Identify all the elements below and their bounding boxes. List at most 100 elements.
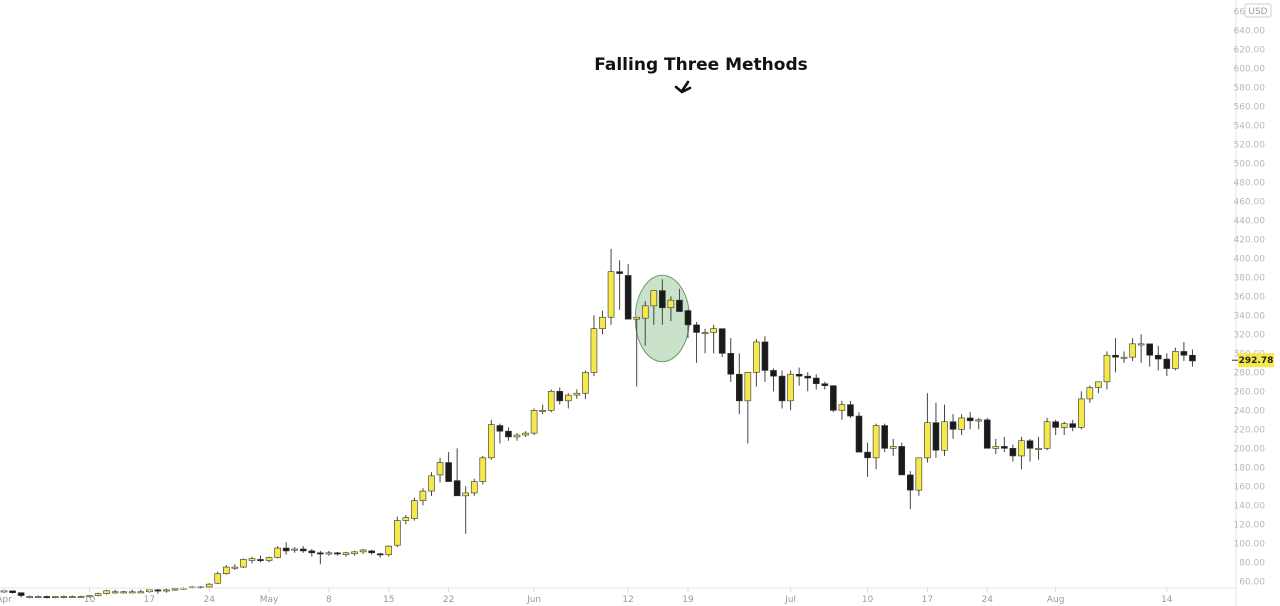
y-tick-label: 440.00 bbox=[1234, 216, 1266, 226]
candle-body bbox=[744, 372, 752, 402]
x-tick-label: Jun bbox=[526, 595, 541, 605]
y-tick-label: 560.00 bbox=[1234, 102, 1266, 112]
candle-body bbox=[624, 275, 632, 320]
last-price-tag: 292.78 bbox=[1232, 353, 1274, 368]
y-tick-label: 580.00 bbox=[1234, 83, 1266, 93]
candle-body bbox=[103, 590, 110, 594]
candle-body bbox=[154, 589, 162, 592]
candle-body bbox=[376, 553, 384, 556]
y-tick-label: 540.00 bbox=[1234, 121, 1266, 131]
candle-body bbox=[770, 370, 777, 377]
candle bbox=[411, 497, 418, 521]
candle bbox=[69, 595, 76, 599]
candle-body bbox=[889, 446, 897, 449]
candle bbox=[1060, 421, 1068, 436]
candle-body bbox=[43, 596, 51, 599]
candle bbox=[282, 542, 290, 555]
candle-body bbox=[505, 430, 512, 438]
x-tick-label: Jul bbox=[784, 595, 796, 605]
y-tick-label: 180.00 bbox=[1234, 463, 1266, 473]
candle bbox=[496, 423, 504, 444]
candle bbox=[847, 400, 854, 418]
candle-body bbox=[359, 549, 367, 553]
candle-body bbox=[411, 500, 418, 519]
candle-body bbox=[351, 551, 358, 555]
candle bbox=[317, 550, 324, 565]
y-tick-label: 100.00 bbox=[1234, 539, 1266, 549]
candle-body bbox=[932, 422, 940, 451]
candle bbox=[787, 370, 794, 411]
candle-body bbox=[958, 417, 965, 430]
candle bbox=[43, 595, 51, 599]
candle bbox=[795, 367, 803, 386]
candle-body bbox=[1154, 354, 1162, 360]
candle-body bbox=[265, 557, 273, 561]
candle bbox=[898, 442, 906, 476]
candle bbox=[616, 260, 623, 310]
candle-body bbox=[753, 341, 760, 373]
candle bbox=[778, 370, 786, 409]
candle-body bbox=[317, 552, 324, 555]
candle-body bbox=[1078, 398, 1085, 428]
candle bbox=[710, 324, 717, 354]
candle-body bbox=[906, 474, 914, 491]
candle bbox=[812, 374, 820, 390]
candle bbox=[402, 514, 410, 525]
candle-body bbox=[1026, 440, 1034, 449]
candle-body bbox=[727, 353, 735, 375]
candle-body bbox=[830, 385, 837, 411]
x-tick-label: Aug bbox=[1047, 595, 1065, 605]
candle-body bbox=[17, 592, 25, 596]
candle-body bbox=[393, 520, 401, 546]
candle bbox=[727, 338, 735, 382]
y-tick-label: 380.00 bbox=[1234, 273, 1266, 283]
candle bbox=[419, 488, 427, 506]
currency-badge[interactable] bbox=[1244, 3, 1272, 18]
candle-body bbox=[812, 377, 820, 385]
candle-body bbox=[248, 558, 256, 561]
candle-body bbox=[1018, 440, 1025, 457]
candle bbox=[1018, 436, 1025, 470]
candle-body bbox=[718, 328, 726, 354]
candle-body bbox=[1009, 448, 1017, 457]
candle bbox=[633, 316, 641, 387]
y-tick-label: 360.00 bbox=[1234, 292, 1266, 302]
candle bbox=[1078, 391, 1085, 430]
candle-body bbox=[573, 392, 581, 396]
x-tick-label: 14 bbox=[1161, 595, 1173, 605]
candle bbox=[1137, 334, 1145, 363]
candle bbox=[573, 389, 581, 399]
candle-body bbox=[898, 446, 906, 476]
candle-body bbox=[60, 596, 68, 599]
y-tick-label: 640.00 bbox=[1234, 26, 1266, 36]
candle-body bbox=[334, 552, 341, 555]
candle bbox=[308, 549, 316, 557]
candle-body bbox=[941, 421, 948, 451]
candle bbox=[120, 590, 127, 594]
candle bbox=[1069, 419, 1077, 432]
candle bbox=[864, 442, 871, 477]
price-axis: 60.00 80.00 100.00 120.00 140.00 160.00 180.00… bbox=[1234, 7, 1266, 587]
candle-body bbox=[419, 490, 427, 501]
candle-body bbox=[590, 328, 598, 373]
candle bbox=[205, 583, 213, 588]
y-tick-label: 200.00 bbox=[1234, 444, 1266, 454]
candle-body bbox=[582, 372, 589, 394]
candle bbox=[128, 589, 136, 594]
candle bbox=[881, 423, 888, 453]
candle-body bbox=[804, 375, 812, 379]
candle bbox=[334, 551, 341, 556]
y-tick-label: 500.00 bbox=[1234, 159, 1266, 169]
candle bbox=[163, 588, 170, 593]
candle-body bbox=[650, 290, 658, 307]
candle-body bbox=[881, 425, 888, 449]
candle bbox=[547, 389, 555, 413]
candle bbox=[1103, 351, 1111, 390]
candle bbox=[453, 448, 461, 497]
candle-body bbox=[223, 566, 230, 575]
candle-body bbox=[368, 550, 375, 554]
candle-body bbox=[1001, 446, 1008, 449]
candle-body bbox=[462, 492, 470, 497]
candle bbox=[1180, 341, 1188, 361]
candle bbox=[530, 408, 538, 436]
